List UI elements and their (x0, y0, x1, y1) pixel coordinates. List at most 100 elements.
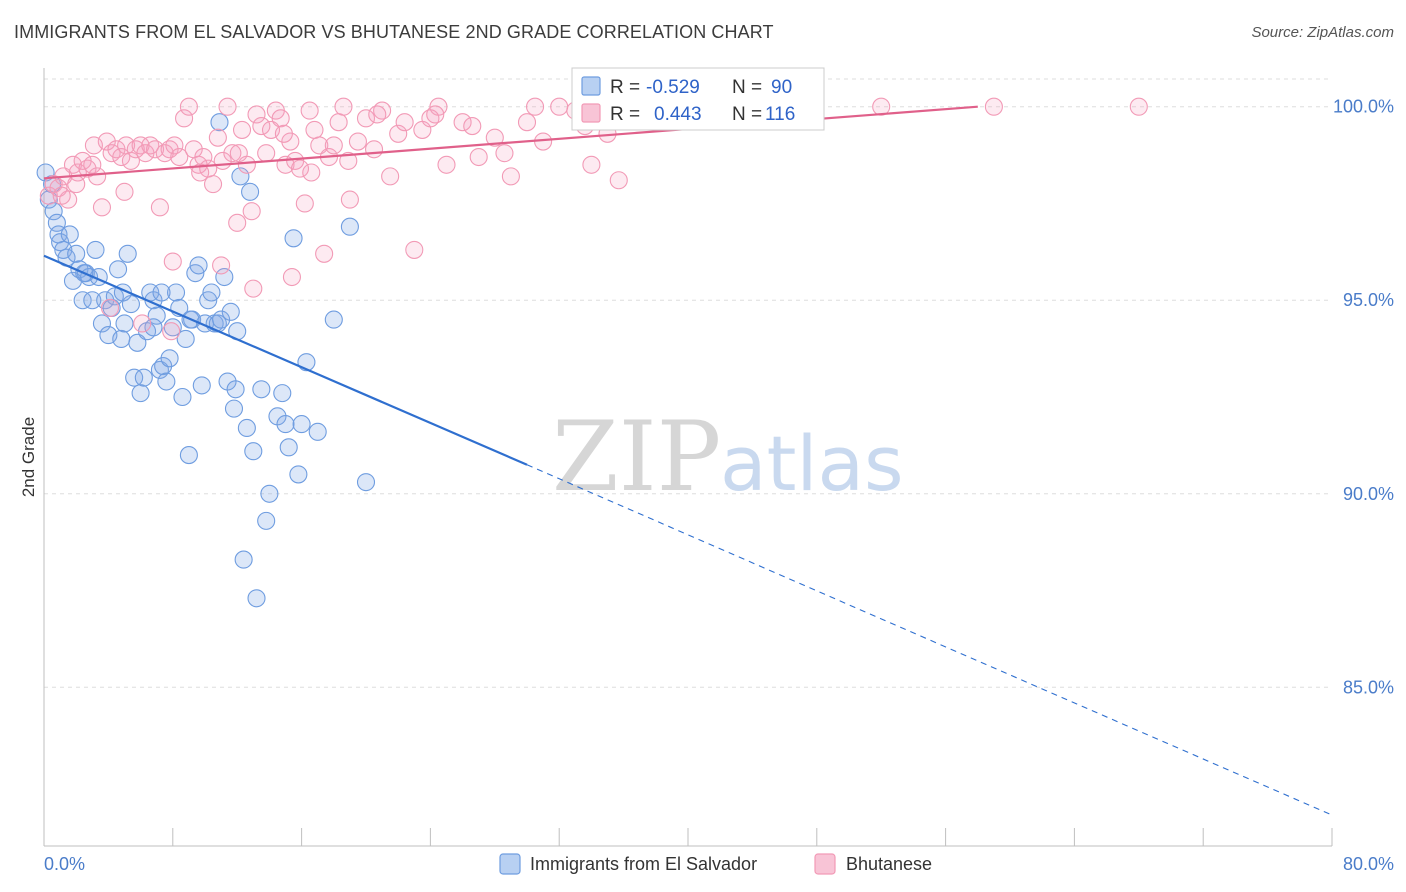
data-point-el-salvador (176, 329, 195, 348)
data-point-bhutanese (334, 97, 353, 116)
y-tick-label: 90.0% (1343, 484, 1394, 504)
data-point-bhutanese (315, 244, 334, 263)
data-point-el-salvador (212, 310, 231, 329)
data-point-bhutanese (112, 147, 131, 167)
data-point-bhutanese (550, 97, 569, 116)
data-point-el-salvador (115, 314, 134, 333)
data-point-el-salvador (192, 376, 211, 395)
stats-box-frame (571, 67, 825, 131)
data-point-el-salvador (221, 302, 240, 321)
data-point-bhutanese (437, 155, 456, 174)
data-point-el-salvador (147, 306, 166, 325)
chart-title: IMMIGRANTS FROM EL SALVADOR VS BHUTANESE… (14, 22, 774, 42)
data-point-el-salvador (179, 446, 198, 465)
stats-n-value-2: 116 (765, 104, 795, 125)
data-point-bhutanese (121, 151, 140, 170)
data-point-bhutanese (244, 279, 263, 298)
y-axis-title: 2nd Grade (19, 417, 38, 497)
data-point-bhutanese (517, 113, 537, 132)
legend: Immigrants from El Salvador Bhutanese (499, 853, 932, 875)
data-point-bhutanese (223, 144, 242, 163)
watermark-atlas: atlas (720, 419, 904, 508)
data-point-el-salvador (226, 380, 245, 399)
data-point-el-salvador (241, 182, 260, 201)
data-point-el-salvador (292, 415, 311, 434)
data-point-bhutanese (232, 120, 252, 139)
data-point-el-salvador (47, 213, 66, 232)
data-point-el-salvador (276, 415, 295, 434)
data-point-el-salvador (60, 225, 79, 244)
data-point-bhutanese (150, 198, 169, 217)
data-point-bhutanese (88, 167, 107, 186)
data-point-bhutanese (242, 202, 261, 221)
stats-n-label-1: N = (732, 77, 762, 98)
data-point-el-salvador (67, 244, 86, 263)
data-point-bhutanese (495, 144, 514, 163)
data-point-el-salvador (284, 229, 303, 248)
data-point-bhutanese (501, 167, 520, 186)
data-point-bhutanese (100, 298, 120, 318)
data-point-el-salvador (210, 113, 229, 132)
data-point-bhutanese (364, 140, 384, 159)
data-point-bhutanese (324, 136, 343, 155)
y-tick-label: 85.0% (1343, 677, 1394, 697)
stats-box: R = -0.529 N = 90 R = 0.443 N = 116 (571, 67, 825, 131)
x-ticks (43, 828, 1333, 846)
stats-swatch-blue (581, 76, 601, 96)
data-point-bhutanese (271, 109, 290, 128)
stats-swatch-pink (581, 103, 601, 123)
data-point-el-salvador (247, 589, 266, 608)
data-point-el-salvador (231, 167, 250, 186)
data-point-bhutanese (133, 314, 152, 333)
y-tick-label: 95.0% (1343, 290, 1394, 310)
stats-r-label-2: R = (610, 104, 640, 125)
data-point-bhutanese (175, 109, 194, 128)
legend-swatch-el-salvador (499, 853, 521, 875)
data-point-el-salvador (289, 465, 308, 484)
legend-label-bhutanese: Bhutanese (846, 854, 932, 874)
x-tick-label-max: 80.0% (1343, 854, 1394, 874)
data-point-bhutanese (525, 97, 545, 116)
data-point-el-salvador (92, 314, 112, 333)
data-point-bhutanese (356, 109, 376, 128)
data-point-el-salvador (157, 372, 176, 391)
data-point-el-salvador (125, 368, 144, 387)
data-point-bhutanese (162, 322, 181, 341)
data-point-el-salvador (257, 511, 276, 530)
data-point-bhutanese (348, 132, 368, 151)
data-point-bhutanese (1129, 97, 1148, 116)
data-point-el-salvador (308, 422, 327, 441)
data-point-bhutanese (381, 167, 400, 186)
data-point-el-salvador (128, 333, 147, 352)
data-point-bhutanese (485, 128, 504, 147)
data-point-bhutanese (229, 144, 248, 163)
watermark: ZIP atlas (552, 401, 904, 513)
data-point-el-salvador (224, 399, 244, 418)
stats-r-value-1: -0.529 (646, 77, 700, 98)
data-point-el-salvador (112, 329, 131, 348)
data-point-bhutanese (339, 151, 358, 170)
watermark-zip: ZIP (552, 401, 721, 513)
data-point-bhutanese (212, 256, 231, 275)
data-point-bhutanese (329, 113, 348, 132)
data-point-el-salvador (134, 368, 153, 387)
data-point-bhutanese (170, 147, 189, 167)
data-point-el-salvador (202, 283, 221, 302)
data-point-el-salvador (173, 387, 192, 407)
data-point-bhutanese (453, 113, 472, 132)
data-point-bhutanese (208, 128, 227, 147)
data-point-el-salvador (109, 260, 128, 279)
stats-n-label-2: N = (732, 104, 762, 125)
data-point-el-salvador (234, 550, 253, 569)
x-tick-label-min: 0.0% (44, 854, 85, 874)
data-point-el-salvador (340, 217, 359, 236)
data-point-el-salvador (131, 384, 150, 403)
data-point-bhutanese (92, 198, 112, 217)
stats-r-label-1: R = (610, 77, 640, 98)
data-point-el-salvador (215, 267, 234, 287)
data-point-bhutanese (165, 136, 184, 155)
data-point-el-salvador (260, 484, 279, 503)
data-point-bhutanese (426, 105, 445, 124)
data-point-el-salvador (86, 240, 105, 259)
data-point-bhutanese (146, 140, 165, 159)
